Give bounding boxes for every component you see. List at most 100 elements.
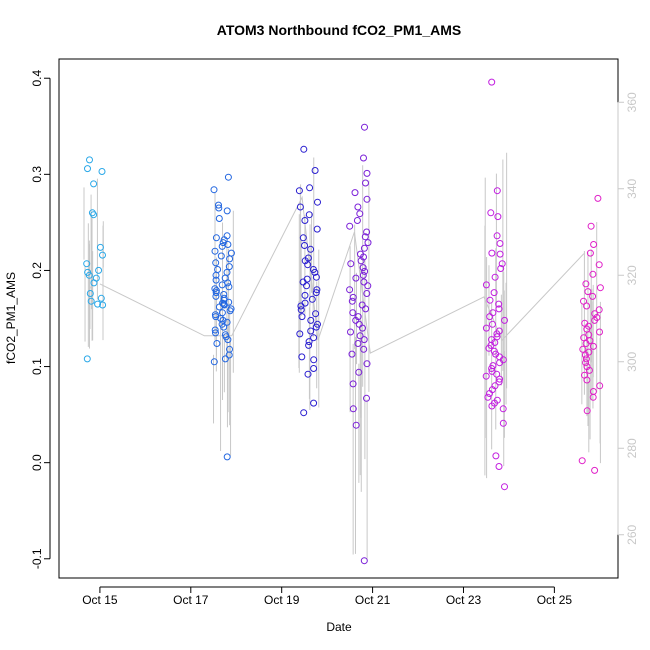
data-point xyxy=(486,313,494,321)
data-point xyxy=(213,340,221,347)
data-point xyxy=(310,365,318,372)
data-point xyxy=(301,291,309,299)
data-point xyxy=(582,340,590,347)
data-point xyxy=(220,236,228,244)
data-point xyxy=(225,263,233,271)
data-point xyxy=(495,378,503,386)
data-point xyxy=(310,356,318,364)
data-point xyxy=(580,334,588,342)
data-point xyxy=(300,409,308,417)
data-point xyxy=(356,210,364,218)
data-point xyxy=(349,405,357,413)
data-point xyxy=(498,260,506,268)
data-point xyxy=(589,342,597,350)
data-point xyxy=(595,306,603,314)
data-point xyxy=(580,297,587,305)
data-point xyxy=(212,271,220,279)
data-point xyxy=(363,228,371,236)
data-point xyxy=(364,282,372,290)
data-point xyxy=(359,271,367,279)
data-point xyxy=(349,293,357,301)
data-point xyxy=(493,330,501,338)
data-point xyxy=(491,273,499,281)
data-point xyxy=(97,294,105,302)
data-point xyxy=(224,336,232,344)
data-point xyxy=(348,297,356,305)
data-point xyxy=(314,198,321,206)
data-point xyxy=(596,328,603,336)
data-point xyxy=(349,380,357,388)
data-point xyxy=(304,261,312,269)
data-point xyxy=(225,283,233,291)
data-point xyxy=(312,289,320,297)
data-point xyxy=(305,211,313,219)
data-point xyxy=(595,261,603,269)
data-point xyxy=(495,463,503,470)
data-point xyxy=(489,320,496,328)
data-point xyxy=(488,249,496,257)
data-point xyxy=(346,222,354,230)
data-point xyxy=(362,179,369,187)
data-point xyxy=(585,366,593,374)
data-point xyxy=(493,232,501,240)
data-point xyxy=(223,453,231,461)
data-point xyxy=(352,316,360,324)
data-point xyxy=(83,260,91,268)
data-point xyxy=(583,376,591,384)
data-point xyxy=(301,242,308,249)
data-point xyxy=(488,78,496,86)
y-tick-label: 0.0 xyxy=(30,454,44,471)
data-point xyxy=(214,266,222,273)
data-point xyxy=(361,267,369,275)
data-point xyxy=(353,217,361,224)
data-point xyxy=(589,270,597,278)
data-point xyxy=(297,302,305,310)
data-point xyxy=(305,338,313,346)
data-point xyxy=(584,288,592,296)
data-point xyxy=(218,242,226,250)
data-point xyxy=(488,402,496,410)
data-point xyxy=(310,399,318,407)
data-point xyxy=(348,350,356,358)
data-point xyxy=(219,239,227,247)
data-point xyxy=(497,265,505,272)
x-axis-label: Date xyxy=(326,620,352,634)
data-point xyxy=(296,330,304,338)
data-point xyxy=(305,341,313,349)
data-point xyxy=(86,156,93,164)
data-point xyxy=(224,173,232,181)
data-points-layer xyxy=(83,78,604,565)
data-point xyxy=(311,167,319,174)
data-point xyxy=(301,217,309,224)
y-axis-left: -0.1 0.0 0.1 0.2 0.3 0.4 xyxy=(30,70,51,569)
y2-tick-label: 360 xyxy=(625,92,639,112)
x-tick-label: Oct 19 xyxy=(264,593,300,607)
data-point xyxy=(579,345,587,353)
data-point xyxy=(211,326,219,334)
data-point xyxy=(590,241,598,248)
data-point xyxy=(362,305,370,313)
data-point xyxy=(496,250,504,258)
data-point xyxy=(221,355,229,363)
data-point xyxy=(212,276,220,284)
data-point xyxy=(90,180,98,188)
data-point xyxy=(212,292,220,300)
data-point xyxy=(90,279,98,287)
data-point xyxy=(589,393,597,401)
trace-line xyxy=(99,195,585,354)
data-point xyxy=(351,189,359,197)
data-point xyxy=(496,240,504,247)
data-point xyxy=(354,340,362,347)
data-point xyxy=(363,169,371,177)
data-point xyxy=(90,211,98,219)
data-point xyxy=(307,245,315,253)
y2-tick-label: 260 xyxy=(625,524,639,544)
x-axis: Oct 15 Oct 17 Oct 19 Oct 21 Oct 23 Oct 25 xyxy=(82,586,572,607)
data-point xyxy=(583,407,591,415)
data-point xyxy=(360,253,367,261)
data-point xyxy=(210,358,218,366)
data-point xyxy=(499,419,507,427)
data-point xyxy=(487,209,495,217)
data-point xyxy=(364,239,372,247)
